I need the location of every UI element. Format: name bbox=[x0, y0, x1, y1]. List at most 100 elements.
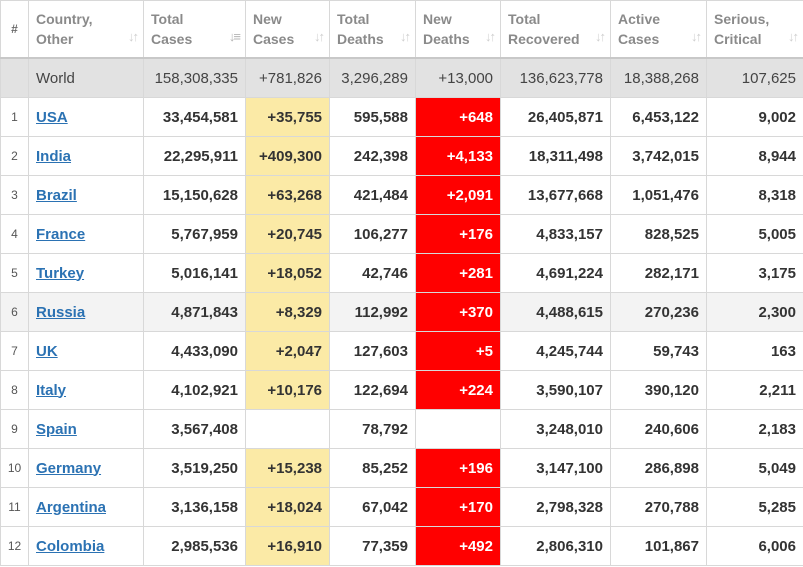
sort-arrows-icon[interactable]: ↓↑ bbox=[485, 29, 496, 44]
header-total-recovered[interactable]: Total Recovered ↓↑ bbox=[500, 0, 611, 59]
header-new-deaths-label: New Deaths bbox=[423, 11, 470, 47]
total-recovered-cell: 2,806,310 bbox=[500, 526, 611, 566]
table-row: 2 India 22,295,911 +409,300 242,398 +4,133 18,… bbox=[0, 136, 803, 176]
row-rank: 9 bbox=[0, 409, 29, 449]
sort-arrows-icon[interactable]: ↓↑ bbox=[400, 29, 411, 44]
new-cases-cell: +8,329 bbox=[245, 292, 330, 332]
new-cases-cell: +35,755 bbox=[245, 97, 330, 137]
header-country-label: Country, Other bbox=[36, 11, 93, 47]
new-cases-cell: +63,268 bbox=[245, 175, 330, 215]
header-country[interactable]: Country, Other ↓↑ bbox=[28, 0, 144, 59]
country-link[interactable]: Brazil bbox=[36, 186, 77, 204]
serious-critical-cell: 2,300 bbox=[706, 292, 803, 332]
header-new-cases-label: New Cases bbox=[253, 11, 295, 47]
total-recovered-cell: 13,677,668 bbox=[500, 175, 611, 215]
new-deaths-cell: +196 bbox=[415, 448, 501, 488]
country-cell: Russia bbox=[28, 292, 144, 332]
total-deaths-cell: 42,746 bbox=[329, 253, 416, 293]
active-cases-cell: 240,606 bbox=[610, 409, 707, 449]
serious-critical-cell: 5,005 bbox=[706, 214, 803, 254]
table-row: 9 Spain 3,567,408 78,792 3,248,010 240,606 2,1… bbox=[0, 409, 803, 449]
country-cell: Turkey bbox=[28, 253, 144, 293]
row-rank: 6 bbox=[0, 292, 29, 332]
row-rank: 7 bbox=[0, 331, 29, 371]
header-new-deaths[interactable]: New Deaths ↓↑ bbox=[415, 0, 501, 59]
sort-arrows-icon[interactable]: ↓↑ bbox=[128, 29, 139, 44]
sort-descending-icon[interactable]: ↓≡ bbox=[228, 29, 241, 44]
header-active-cases[interactable]: Active Cases ↓↑ bbox=[610, 0, 707, 59]
country-cell: India bbox=[28, 136, 144, 176]
serious-critical-cell: 3,175 bbox=[706, 253, 803, 293]
new-cases-cell: +2,047 bbox=[245, 331, 330, 371]
table-row: 7 UK 4,433,090 +2,047 127,603 +5 4,245,744 59,7… bbox=[0, 331, 803, 371]
row-rank: 8 bbox=[0, 370, 29, 410]
total-deaths-cell: 78,792 bbox=[329, 409, 416, 449]
table-row: 11 Argentina 3,136,158 +18,024 67,042 +170 2,7… bbox=[0, 487, 803, 527]
new-deaths-cell: +492 bbox=[415, 526, 501, 566]
row-rank: 12 bbox=[0, 526, 29, 566]
country-link[interactable]: Russia bbox=[36, 303, 86, 321]
world-new-cases: +781,826 bbox=[245, 57, 330, 98]
total-recovered-cell: 4,833,157 bbox=[500, 214, 611, 254]
serious-critical-cell: 6,006 bbox=[706, 526, 803, 566]
new-cases-cell: +16,910 bbox=[245, 526, 330, 566]
country-cell: Colombia bbox=[28, 526, 144, 566]
new-deaths-cell: +648 bbox=[415, 97, 501, 137]
total-recovered-cell: 4,691,224 bbox=[500, 253, 611, 293]
new-deaths-cell: +224 bbox=[415, 370, 501, 410]
total-cases-cell: 3,136,158 bbox=[143, 487, 246, 527]
country-link[interactable]: USA bbox=[36, 108, 68, 126]
country-link[interactable]: Argentina bbox=[36, 498, 107, 516]
header-total-deaths[interactable]: Total Deaths ↓↑ bbox=[329, 0, 416, 59]
sort-arrows-icon[interactable]: ↓↑ bbox=[691, 29, 702, 44]
country-cell: USA bbox=[28, 97, 144, 137]
header-total-recovered-label: Total Recovered bbox=[508, 11, 580, 47]
country-link[interactable]: UK bbox=[36, 342, 58, 360]
active-cases-cell: 282,171 bbox=[610, 253, 707, 293]
country-link[interactable]: India bbox=[36, 147, 72, 165]
row-rank: 2 bbox=[0, 136, 29, 176]
header-new-cases[interactable]: New Cases ↓↑ bbox=[245, 0, 330, 59]
total-recovered-cell: 3,147,100 bbox=[500, 448, 611, 488]
total-recovered-cell: 3,248,010 bbox=[500, 409, 611, 449]
country-link[interactable]: Colombia bbox=[36, 537, 105, 555]
active-cases-cell: 286,898 bbox=[610, 448, 707, 488]
serious-critical-cell: 2,211 bbox=[706, 370, 803, 410]
table-row: 6 Russia 4,871,843 +8,329 112,992 +370 4,488,6… bbox=[0, 292, 803, 332]
total-deaths-cell: 112,992 bbox=[329, 292, 416, 332]
country-link[interactable]: Germany bbox=[36, 459, 102, 477]
header-total-cases[interactable]: Total Cases ↓≡ bbox=[143, 0, 246, 59]
sort-arrows-icon[interactable]: ↓↑ bbox=[788, 29, 799, 44]
sort-arrows-icon[interactable]: ↓↑ bbox=[314, 29, 325, 44]
new-deaths-cell: +176 bbox=[415, 214, 501, 254]
header-serious-critical[interactable]: Serious, Critical ↓↑ bbox=[706, 0, 803, 59]
header-rank[interactable]: # bbox=[0, 0, 29, 59]
total-deaths-cell: 67,042 bbox=[329, 487, 416, 527]
total-deaths-cell: 127,603 bbox=[329, 331, 416, 371]
country-link[interactable]: Italy bbox=[36, 381, 67, 399]
serious-critical-cell: 163 bbox=[706, 331, 803, 371]
country-link[interactable]: France bbox=[36, 225, 86, 243]
country-link[interactable]: Turkey bbox=[36, 264, 85, 282]
total-deaths-cell: 85,252 bbox=[329, 448, 416, 488]
header-row: # Country, Other ↓↑ Total Cases ↓≡ New Case… bbox=[0, 0, 803, 59]
sort-arrows-icon[interactable]: ↓↑ bbox=[595, 29, 606, 44]
total-cases-cell: 3,567,408 bbox=[143, 409, 246, 449]
row-rank: 4 bbox=[0, 214, 29, 254]
serious-critical-cell: 5,285 bbox=[706, 487, 803, 527]
serious-critical-cell: 5,049 bbox=[706, 448, 803, 488]
table-row: 10 Germany 3,519,250 +15,238 85,252 +196 3,147… bbox=[0, 448, 803, 488]
total-deaths-cell: 77,359 bbox=[329, 526, 416, 566]
total-recovered-cell: 3,590,107 bbox=[500, 370, 611, 410]
row-rank: 10 bbox=[0, 448, 29, 488]
header-active-cases-label: Active Cases bbox=[618, 11, 661, 47]
active-cases-cell: 390,120 bbox=[610, 370, 707, 410]
serious-critical-cell: 8,944 bbox=[706, 136, 803, 176]
country-link[interactable]: Spain bbox=[36, 420, 77, 438]
active-cases-cell: 828,525 bbox=[610, 214, 707, 254]
active-cases-cell: 6,453,122 bbox=[610, 97, 707, 137]
active-cases-cell: 1,051,476 bbox=[610, 175, 707, 215]
header-rank-label: # bbox=[11, 22, 18, 36]
total-cases-cell: 5,016,141 bbox=[143, 253, 246, 293]
